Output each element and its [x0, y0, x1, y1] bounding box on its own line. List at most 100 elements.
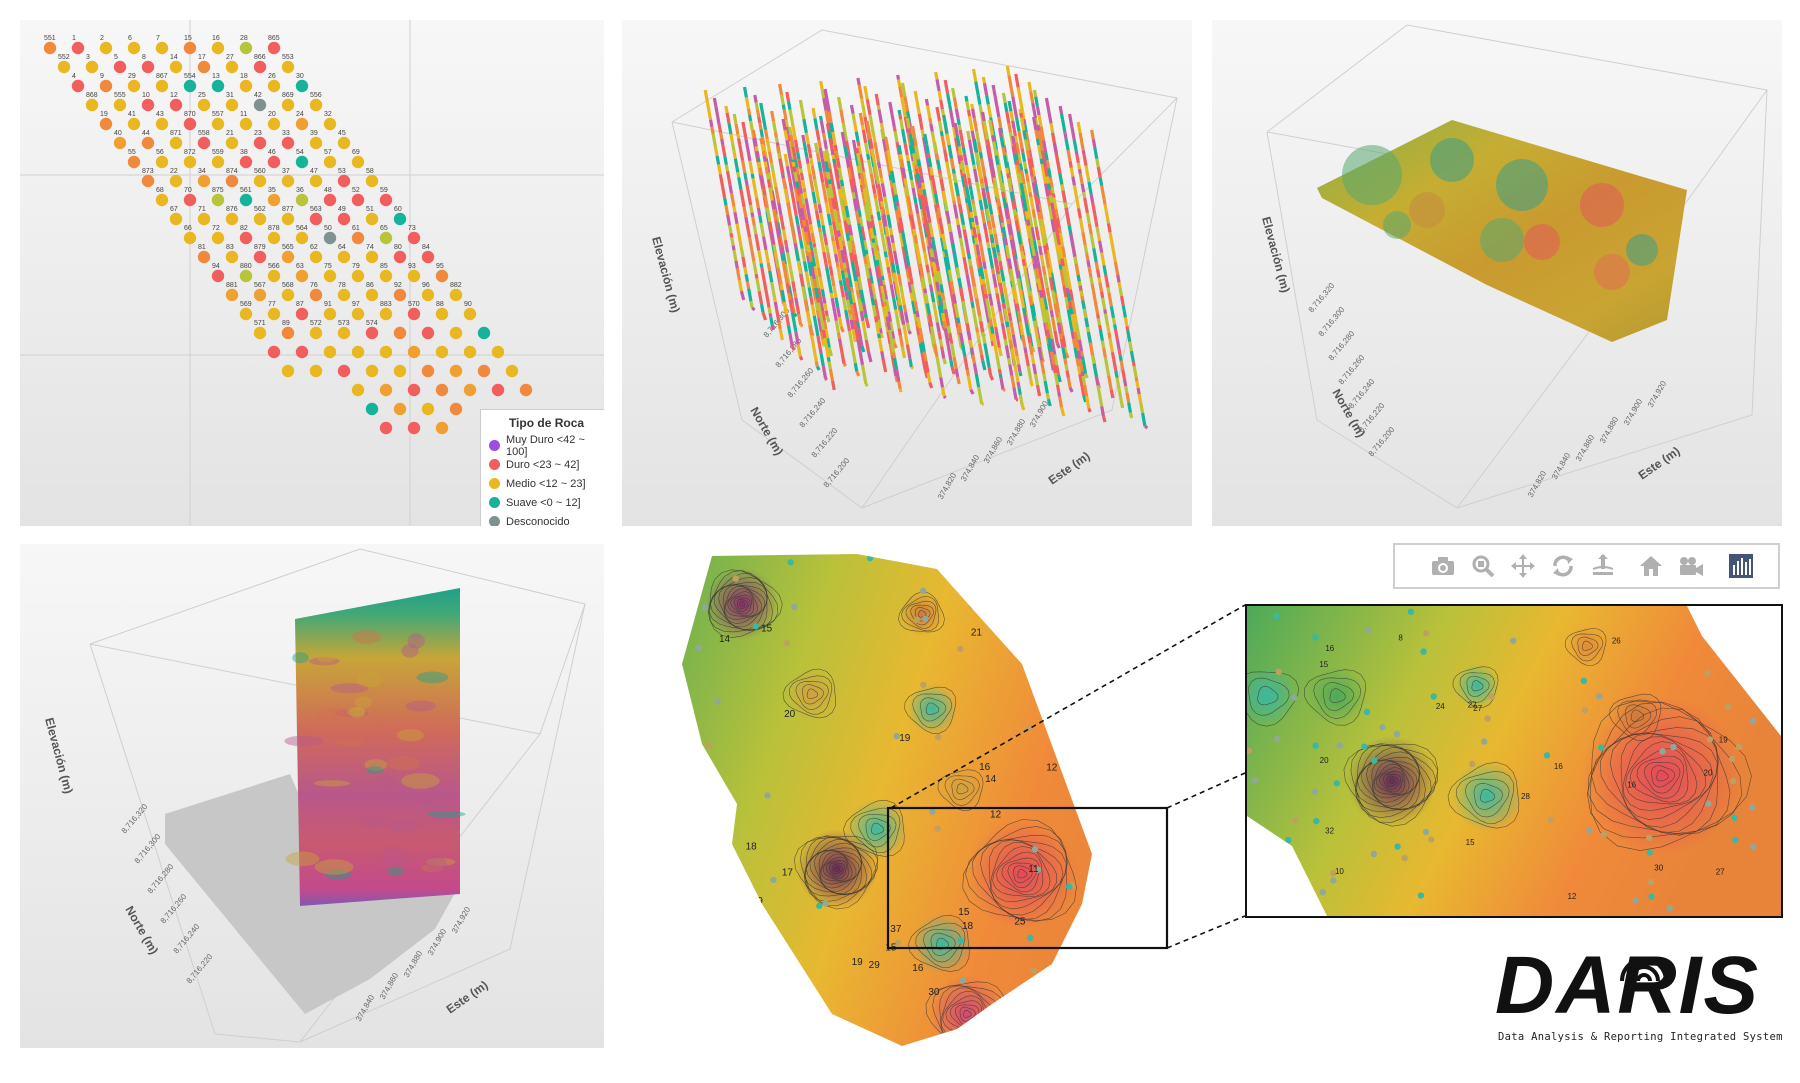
well-point[interactable] — [477, 326, 491, 340]
well-point[interactable] — [281, 288, 295, 302]
well-point[interactable] — [253, 250, 267, 264]
drillhole[interactable] — [880, 128, 929, 379]
well-point[interactable] — [295, 307, 309, 321]
well-point[interactable] — [253, 60, 267, 74]
sample-point[interactable] — [1488, 693, 1495, 700]
sample-point[interactable] — [1039, 1007, 1046, 1014]
drillhole[interactable] — [822, 150, 869, 388]
drillhole[interactable] — [932, 141, 984, 406]
well-point[interactable] — [267, 307, 281, 321]
well-point[interactable] — [421, 288, 435, 302]
sample-point[interactable] — [1706, 736, 1714, 743]
drillhole[interactable] — [935, 106, 987, 371]
drillhole[interactable] — [897, 144, 947, 399]
drillhole[interactable] — [1032, 89, 1089, 379]
well-point[interactable] — [365, 174, 379, 188]
well-point[interactable] — [155, 155, 169, 169]
drillhole[interactable] — [775, 145, 821, 371]
sample-point[interactable] — [957, 645, 964, 653]
sample-point[interactable] — [1645, 834, 1653, 842]
well-point[interactable] — [351, 307, 365, 321]
sample-point[interactable] — [957, 937, 964, 944]
sample-point[interactable] — [1776, 684, 1781, 691]
sample-point[interactable] — [929, 808, 936, 815]
sample-point[interactable] — [1666, 905, 1674, 912]
drillhole[interactable] — [970, 103, 1023, 377]
well-point[interactable] — [225, 288, 239, 302]
well-point[interactable] — [379, 307, 393, 321]
sample-point[interactable] — [752, 623, 759, 630]
sample-point[interactable] — [630, 791, 636, 797]
sample-point[interactable] — [822, 900, 829, 907]
well-point[interactable] — [323, 231, 337, 245]
well-point[interactable] — [267, 41, 281, 55]
drillhole[interactable] — [980, 111, 1034, 388]
sample-point[interactable] — [1363, 708, 1371, 716]
drillhole[interactable] — [759, 102, 804, 328]
well-point[interactable] — [99, 117, 113, 131]
sample-point[interactable] — [1092, 1006, 1098, 1012]
sample-point[interactable] — [1330, 877, 1337, 884]
well-point[interactable] — [393, 212, 407, 226]
sample-point[interactable] — [1275, 668, 1283, 676]
drillhole[interactable] — [905, 117, 956, 375]
sample-point[interactable] — [787, 559, 794, 566]
sample-point[interactable] — [632, 891, 638, 897]
sample-point[interactable] — [1003, 586, 1011, 594]
sample-point[interactable] — [1647, 878, 1655, 886]
sample-point[interactable] — [705, 742, 713, 749]
sample-point[interactable] — [1670, 743, 1677, 751]
sample-point[interactable] — [1732, 836, 1739, 843]
well-point[interactable] — [351, 155, 365, 169]
well-point[interactable] — [449, 402, 463, 416]
well-point[interactable] — [99, 41, 113, 55]
well-point[interactable] — [57, 60, 71, 74]
well-point[interactable] — [337, 250, 351, 264]
well-point[interactable] — [197, 60, 211, 74]
sample-point[interactable] — [1728, 755, 1736, 763]
sample-point[interactable] — [1596, 692, 1603, 700]
well-point[interactable] — [365, 250, 379, 264]
sample-point[interactable] — [623, 764, 629, 770]
drillhole[interactable] — [837, 96, 884, 339]
sample-point[interactable] — [1379, 724, 1386, 731]
zoom-icon[interactable] — [1469, 552, 1497, 580]
well-point[interactable] — [379, 231, 393, 245]
sample-point[interactable] — [1581, 706, 1589, 714]
well-point[interactable] — [519, 383, 533, 397]
well-point[interactable] — [281, 136, 295, 150]
sample-point[interactable] — [1407, 608, 1415, 615]
well-point[interactable] — [365, 212, 379, 226]
well-point[interactable] — [155, 79, 169, 93]
chart-icon[interactable] — [1727, 552, 1755, 580]
well-point[interactable] — [99, 79, 113, 93]
drillhole[interactable] — [1050, 132, 1107, 423]
well-point[interactable] — [491, 345, 505, 359]
well-point[interactable] — [379, 383, 393, 397]
well-point[interactable] — [309, 288, 323, 302]
well-point[interactable] — [295, 117, 309, 131]
drillhole[interactable] — [741, 121, 784, 341]
well-point[interactable] — [323, 307, 337, 321]
well-point[interactable] — [351, 231, 365, 245]
sample-point[interactable] — [1247, 747, 1253, 754]
sample-point[interactable] — [1109, 676, 1115, 682]
well-point[interactable] — [253, 174, 267, 188]
well-point[interactable] — [183, 79, 197, 93]
sample-point[interactable] — [1394, 843, 1401, 850]
well-point[interactable] — [169, 174, 183, 188]
well-point[interactable] — [295, 345, 309, 359]
sample-point[interactable] — [1420, 648, 1427, 655]
drillhole[interactable] — [1032, 116, 1088, 403]
sample-point[interactable] — [1313, 817, 1320, 825]
drillhole[interactable] — [897, 109, 947, 365]
drillhole[interactable] — [814, 142, 861, 377]
sample-point[interactable] — [1096, 672, 1102, 678]
well-point[interactable] — [421, 364, 435, 378]
drillhole[interactable] — [913, 90, 965, 352]
well-point[interactable] — [267, 193, 281, 207]
home-icon[interactable] — [1637, 552, 1665, 580]
well-point[interactable] — [393, 364, 407, 378]
well-point[interactable] — [295, 79, 309, 93]
well-point[interactable] — [309, 250, 323, 264]
